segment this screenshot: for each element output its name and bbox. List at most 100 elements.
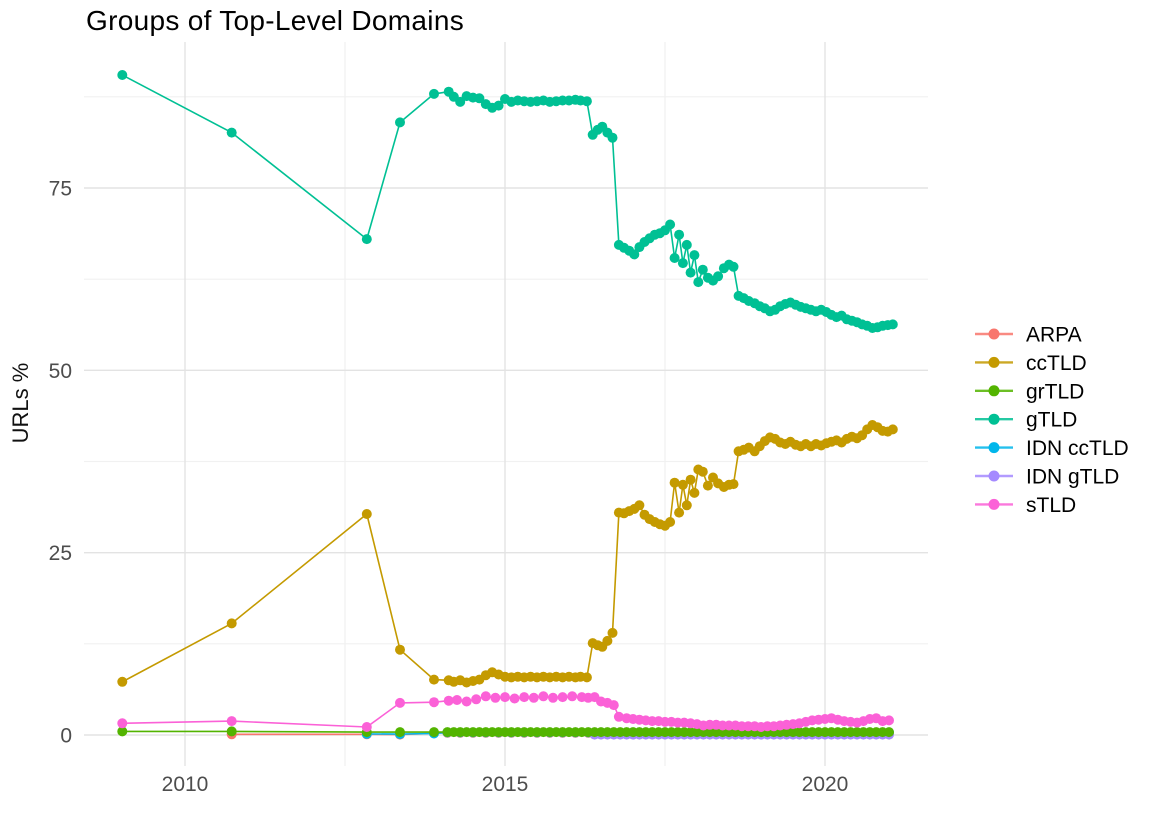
legend-item-arpa: ARPA [975, 324, 1082, 347]
data-point [677, 258, 688, 269]
y-tick-label: 50 [49, 360, 72, 383]
legend-key-dot [988, 356, 1000, 368]
legend-label: IDN gTLD [1026, 466, 1119, 489]
data-point [685, 474, 696, 485]
data-point [474, 93, 485, 104]
series-cctld [117, 420, 898, 688]
data-point [702, 480, 713, 491]
data-point [607, 132, 618, 143]
gridlines-major [84, 42, 928, 766]
series-gtld [117, 70, 898, 333]
legend-item-stld: sTLD [975, 494, 1076, 517]
data-point [429, 674, 439, 685]
data-point [226, 726, 237, 737]
data-point [548, 692, 558, 703]
data-point [681, 239, 692, 250]
data-point [429, 88, 439, 99]
data-point [884, 715, 894, 726]
data-point [117, 726, 128, 737]
data-point [226, 127, 237, 138]
data-point [728, 479, 739, 490]
data-point [493, 100, 504, 111]
data-point [455, 96, 466, 107]
gridlines-minor [84, 42, 928, 766]
data-point [395, 644, 405, 655]
y-tick-label: 75 [49, 178, 72, 201]
y-tick-label: 25 [49, 542, 72, 565]
data-point [674, 507, 685, 518]
data-point [674, 229, 685, 240]
data-point [509, 693, 520, 704]
data-point [117, 718, 128, 729]
x-axis-tick-labels: 2010 2015 2020 [162, 773, 849, 796]
data-point [490, 692, 501, 703]
legend-label: IDN ccTLD [1026, 437, 1129, 460]
data-point [884, 727, 894, 738]
data-point [681, 500, 692, 511]
series-stld [117, 691, 894, 732]
data-point [226, 716, 237, 727]
legend-item-grtld: grTLD [975, 380, 1084, 403]
data-point [693, 277, 704, 288]
data-point [669, 477, 680, 488]
data-point [602, 635, 613, 646]
data-point [429, 697, 439, 708]
x-tick-label: 2020 [802, 773, 849, 796]
data-point [361, 234, 372, 245]
data-point [395, 727, 405, 738]
data-point [728, 261, 739, 272]
legend-label: gTLD [1026, 409, 1077, 432]
legend-item-idn-cctld: IDN ccTLD [975, 437, 1129, 460]
legend-item-gtld: gTLD [975, 409, 1077, 432]
data-point [443, 695, 454, 706]
data-point [689, 250, 700, 261]
data-point [395, 697, 405, 708]
data-point [713, 271, 724, 282]
data-point [226, 618, 237, 629]
y-tick-label: 0 [60, 725, 72, 748]
data-point [557, 692, 568, 703]
legend-item-cctld: ccTLD [975, 352, 1087, 375]
data-point [528, 692, 539, 703]
legend-key-dot [988, 470, 1000, 482]
legend-key-dot [988, 328, 1000, 340]
legend-key-dot [988, 498, 1000, 510]
series-grtld [117, 726, 894, 738]
data-point [480, 691, 491, 702]
chart-title: Groups of Top-Level Domains [86, 5, 464, 36]
data-point [607, 627, 618, 638]
data-point [500, 692, 510, 703]
data-point [613, 711, 624, 722]
legend-key-dot [988, 442, 1000, 454]
data-point [629, 249, 640, 260]
legend-label: sTLD [1026, 494, 1076, 517]
data-point [471, 694, 482, 705]
data-point [395, 117, 405, 128]
data-point [887, 424, 898, 435]
legend-label: ccTLD [1026, 352, 1087, 375]
data-point [429, 727, 439, 738]
data-point [538, 691, 549, 702]
data-series-layer [117, 70, 898, 740]
data-point [665, 517, 676, 527]
legend-key-dot [988, 413, 1000, 425]
data-point [461, 696, 472, 707]
data-point [361, 722, 372, 732]
x-tick-label: 2010 [162, 773, 209, 796]
legend-label: ARPA [1026, 324, 1082, 347]
data-point [361, 509, 372, 519]
series-line [121, 74, 893, 329]
data-point [689, 487, 700, 498]
legend-label: grTLD [1026, 380, 1084, 403]
legend-key-dot [988, 385, 1000, 397]
data-point [665, 219, 676, 230]
legend: ARPA ccTLD grTLD gTLD IDN ccTLD IDN gTLD sTLD [975, 324, 1129, 517]
y-axis-tick-labels: 0 25 50 75 [49, 178, 72, 748]
data-point [567, 691, 578, 702]
y-axis-title: URLs % [8, 363, 33, 444]
data-point [669, 253, 680, 263]
data-point [581, 672, 592, 683]
data-point [117, 676, 128, 687]
data-point [581, 96, 592, 107]
